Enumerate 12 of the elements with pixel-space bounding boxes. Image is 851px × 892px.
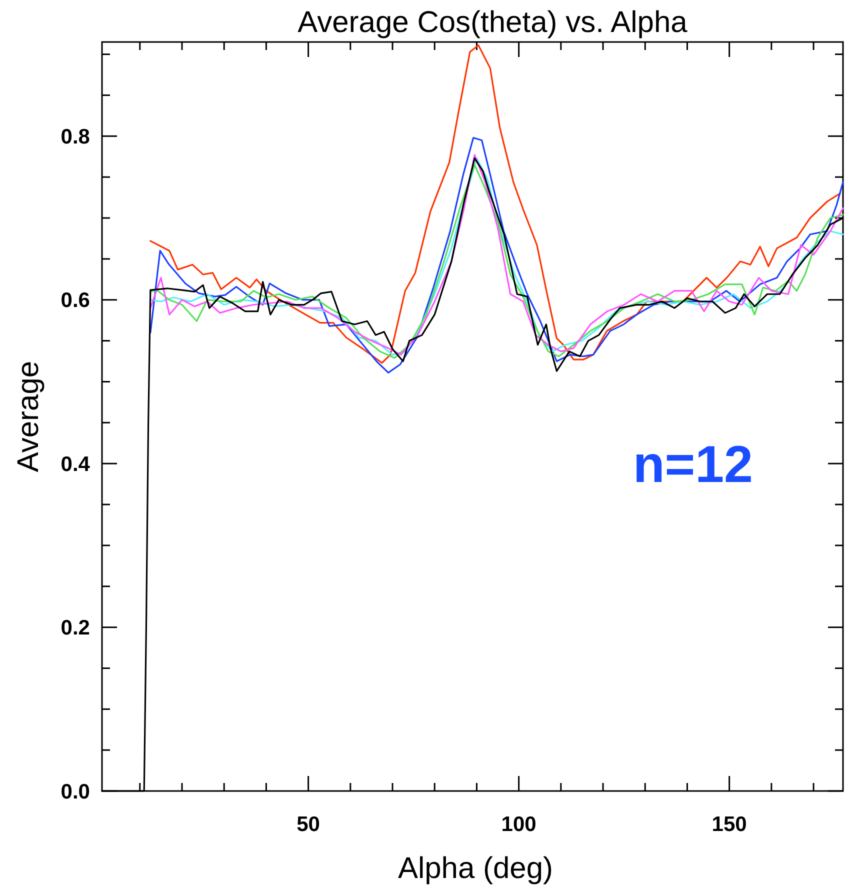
- chart-title: Average Cos(theta) vs. Alpha: [298, 6, 688, 39]
- x-tick-label: 150: [712, 813, 747, 836]
- y-tick-label: 0.8: [60, 125, 90, 148]
- y-tick-label: 0.0: [60, 780, 90, 804]
- y-tick-label: 0.4: [60, 452, 90, 476]
- annotation: n=12: [633, 436, 753, 494]
- x-axis-title: Alpha (deg): [398, 852, 554, 885]
- x-tick-label: 50: [296, 813, 320, 836]
- y-tick-label: 0.6: [60, 289, 90, 312]
- y-axis-title: Average: [12, 360, 45, 472]
- y-tick-label: 0.2: [60, 616, 90, 640]
- x-tick-label: 100: [501, 813, 536, 836]
